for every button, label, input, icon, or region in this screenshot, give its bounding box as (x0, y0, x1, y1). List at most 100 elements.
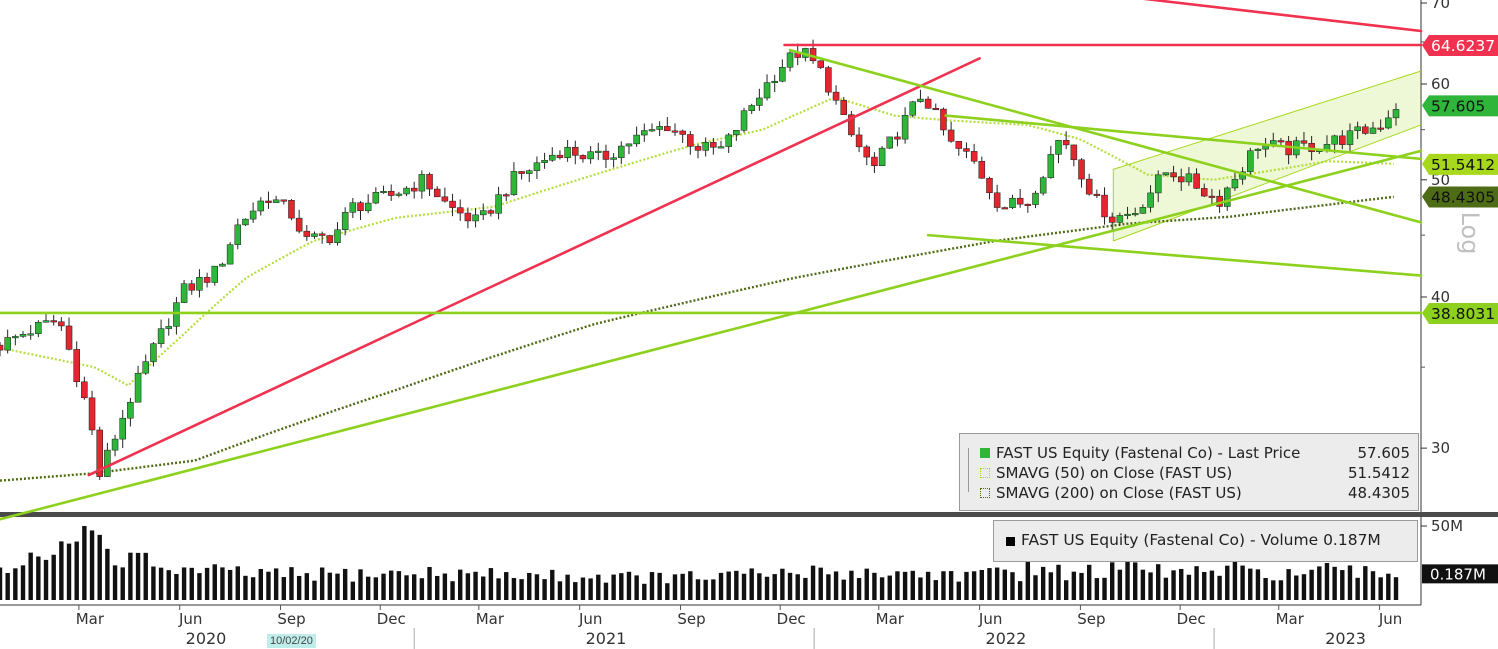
candle-down (433, 188, 441, 198)
candle-down (840, 100, 847, 115)
candle-down (1085, 178, 1093, 195)
candle-down (1200, 188, 1208, 197)
volume-bar (948, 571, 954, 600)
volume-bar (28, 552, 33, 600)
volume-bar (933, 580, 938, 600)
volume-last-tag-bg (1422, 564, 1498, 584)
legend-row-sma200: SMAVG (200) on Close (FAST US) 48.4305 (960, 483, 1418, 503)
volume-bar (13, 568, 18, 600)
volume-bar (235, 566, 240, 600)
candle-up (901, 114, 909, 140)
candle-up (19, 334, 27, 337)
y-tick-label: 50 (1431, 171, 1450, 189)
candle-up (180, 283, 188, 303)
trendline (788, 48, 1423, 224)
volume-bar (327, 572, 333, 600)
candle-down (410, 187, 418, 192)
volume-bar (864, 568, 869, 600)
volume-bar (642, 583, 647, 600)
candle-up (625, 143, 633, 147)
volume-bar (1278, 580, 1284, 600)
candle-up (633, 134, 640, 145)
candle-down (1093, 193, 1101, 196)
volume-bar (120, 567, 125, 600)
candle-up (733, 129, 740, 136)
candle-down (832, 91, 840, 101)
candle-up (549, 154, 556, 161)
candle-up (150, 343, 157, 362)
volume-bar (703, 579, 708, 600)
candle-up (878, 147, 886, 166)
candle-down (825, 67, 832, 93)
legend-row-price: FAST US Equity (Fastenal Co) - Last Pric… (960, 443, 1418, 463)
candle-up (364, 202, 372, 211)
volume-bar (872, 572, 877, 600)
x-month-label: Jun (178, 610, 202, 628)
candle-up (725, 134, 732, 147)
volume-bar (1263, 578, 1268, 600)
candle-up (656, 126, 663, 130)
volume-bar (795, 574, 800, 600)
candle-up (595, 150, 602, 153)
volume-bar (112, 565, 118, 600)
volume-bar (404, 575, 409, 600)
volume-bar (711, 579, 716, 600)
channel-fill (1113, 71, 1421, 241)
volume-bar (1202, 571, 1207, 600)
candle-down (81, 381, 88, 399)
volume-bar (166, 570, 171, 600)
volume-bar (910, 570, 915, 600)
legend-value: 48.4305 (1347, 484, 1410, 502)
candle-down (303, 230, 311, 237)
volume-bar (220, 567, 225, 600)
volume-bar (672, 574, 678, 600)
candle-down (1377, 127, 1384, 130)
volume-bar (59, 541, 64, 600)
volume-bar (181, 567, 187, 600)
volume-bar (1140, 569, 1146, 600)
volume-bar (726, 571, 731, 600)
candle-down (940, 108, 947, 131)
volume-bar (688, 571, 693, 600)
volume-bar (36, 556, 41, 600)
candle-down (58, 321, 65, 327)
candle-down (894, 136, 901, 140)
volume-bar (43, 559, 49, 600)
volume-bar (1163, 577, 1169, 600)
volume-bar (1071, 571, 1077, 600)
legend-label: SMAVG (200) on Close (FAST US) (996, 484, 1242, 502)
candle-up (395, 193, 403, 196)
volume-bar (550, 569, 555, 600)
volume-bar (51, 554, 56, 600)
candle-down (1070, 144, 1078, 161)
legend-value: 51.5412 (1347, 464, 1410, 482)
candle-down (579, 155, 587, 160)
channel-lower-line (1113, 124, 1422, 242)
volume-bar (1370, 571, 1376, 600)
x-year-label: 2020 (186, 629, 227, 648)
candle-up (234, 224, 242, 245)
candle-down (464, 212, 472, 222)
candle-up (242, 218, 249, 226)
candle-down (993, 192, 1001, 208)
volume-bar (89, 530, 95, 600)
volume-bar (66, 543, 72, 600)
legend-tree-connector (968, 448, 975, 492)
candle-down (0, 344, 4, 351)
volume-bar (1225, 565, 1230, 600)
candle-up (418, 174, 426, 192)
candle-down (1108, 216, 1116, 223)
volume-bar (818, 567, 823, 600)
price-tag: 48.4305 (1422, 186, 1498, 208)
volume-bar (987, 568, 992, 600)
candle-down (1062, 140, 1070, 146)
volume-bar (1294, 575, 1299, 600)
candle-down (487, 210, 495, 214)
volume-bar (887, 575, 892, 600)
candle-up (173, 302, 180, 327)
volume-bar (534, 574, 540, 600)
volume-bar (573, 582, 578, 600)
volume-bar (895, 571, 900, 600)
trendline (1142, 0, 1423, 33)
